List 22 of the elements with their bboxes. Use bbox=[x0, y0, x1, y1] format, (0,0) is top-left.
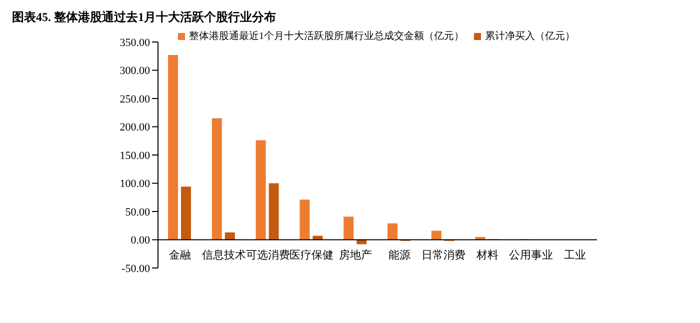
y-tick-label: 200.00 bbox=[120, 122, 150, 134]
y-tick-label: 250.00 bbox=[120, 93, 150, 106]
x-tick-label: 金融 bbox=[168, 250, 191, 262]
x-tick-label: 日常消费 bbox=[421, 248, 466, 262]
x-tick-label: 信息技术 bbox=[202, 248, 246, 262]
legend-label: 累计净买入（亿元） bbox=[485, 31, 575, 42]
x-tick-label: 可选消费 bbox=[246, 248, 290, 262]
y-tick-label: 300.00 bbox=[120, 65, 150, 78]
x-tick-label: 医疗保健 bbox=[290, 248, 334, 262]
y-tick-label: -50.00 bbox=[122, 262, 150, 275]
y-tick-label: 150.00 bbox=[120, 150, 150, 162]
x-tick-label: 能源 bbox=[388, 248, 410, 262]
legend-label: 整体港股通最近1个月十大活跃股所属行业总成交金额（亿元） bbox=[189, 31, 464, 42]
x-tick-label: 材料 bbox=[475, 248, 498, 262]
y-tick-label: 0.00 bbox=[130, 234, 150, 247]
x-tick-label: 公用事业 bbox=[509, 248, 554, 262]
y-tick-label: 50.00 bbox=[125, 206, 150, 218]
x-tick-label: 房地产 bbox=[339, 248, 372, 262]
y-tick-label: 350.00 bbox=[120, 36, 150, 49]
chart-title: 图表45. 整体港股通过去1月十大活跃个股行业分布 bbox=[11, 9, 277, 26]
y-tick-label: 100.00 bbox=[120, 178, 150, 190]
x-tick-label: 工业 bbox=[564, 248, 586, 262]
